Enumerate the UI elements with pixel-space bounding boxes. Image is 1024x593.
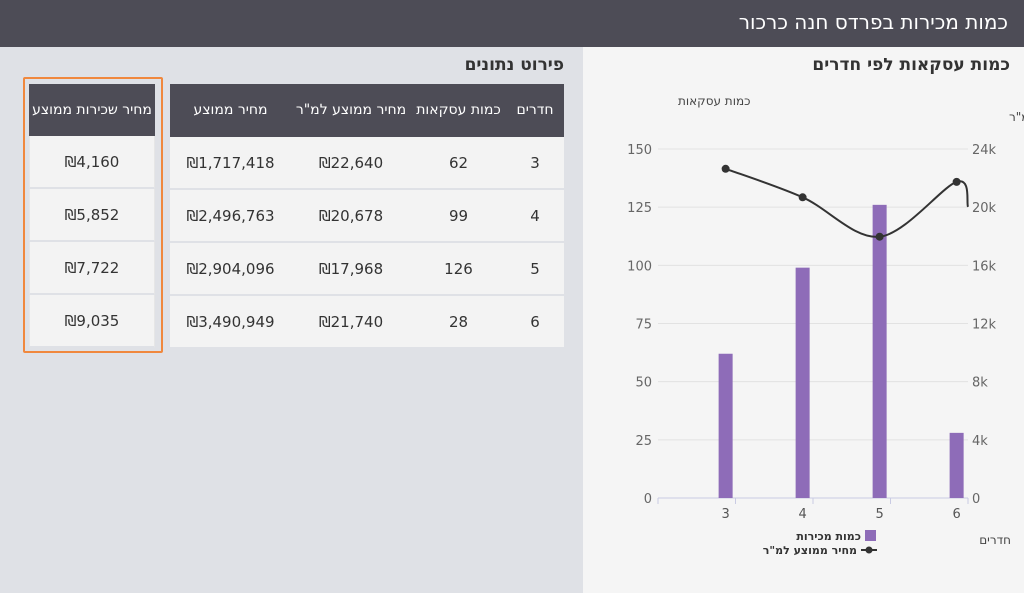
y-axis-left-title: כמות עסקאות <box>678 94 750 108</box>
y-tick-left: 150 <box>627 143 652 158</box>
y-tick-left: 0 <box>644 492 652 507</box>
y-tick-right: 20k <box>972 201 997 216</box>
y-tick-left: 50 <box>635 376 652 391</box>
y-tick-right: 4k <box>972 434 988 449</box>
x-tick-label: 6 <box>952 507 960 522</box>
y-tick-right: 8k <box>972 376 988 391</box>
table-section-title: פירוט נתונים <box>464 55 564 75</box>
cell-deals-count: 126 <box>411 243 506 296</box>
y-tick-left: 125 <box>627 201 652 216</box>
rent-row: ₪4,160 <box>29 136 155 189</box>
x-tick-label: 4 <box>798 507 806 522</box>
header-avg-price: מחיר ממוצע <box>170 84 291 137</box>
y-tick-right: 0 <box>972 492 980 507</box>
table-row: 3 62 ₪22,640 ₪1,717,418 <box>170 137 564 190</box>
chart-panel: כמות עסקאות לפי חדרים 0 0 25 4k 50 8k 75 12k 100… <box>583 47 1024 593</box>
data-table: חדרים כמות עסקאות מחיר ממוצע למ"ר מחיר מ… <box>170 84 564 349</box>
legend-swatch-bars <box>865 530 876 541</box>
x-axis-title: חדרים <box>979 533 1011 547</box>
table-header-row: חדרים כמות עסקאות מחיר ממוצע למ"ר מחיר מ… <box>170 84 564 137</box>
combo-chart: 0 0 25 4k 50 8k 75 12k 100 16k 125 20k 150 24k 3 4 5 6 כמו… <box>627 94 1024 557</box>
cell-avg-rent: ₪9,035 <box>29 295 155 348</box>
table-row: 6 28 ₪21,740 ₪3,490,949 <box>170 296 564 349</box>
chart-section-title: כמות עסקאות לפי חדרים <box>812 55 1010 75</box>
rent-header-row: מחיר שכירות ממוצע <box>29 84 155 136</box>
rent-row: ₪9,035 <box>29 295 155 348</box>
cell-avg-price: ₪2,904,096 <box>170 243 291 296</box>
rent-highlight-box <box>23 77 163 353</box>
cell-avg-price: ₪3,490,949 <box>170 296 291 349</box>
rent-row: ₪5,852 <box>29 189 155 242</box>
cell-rooms: 3 <box>506 137 564 190</box>
table-row: 5 126 ₪17,968 ₪2,904,096 <box>170 243 564 296</box>
y-axis-right-title: מחיר ממוצע למ"ר <box>1009 110 1024 124</box>
legend-label-bars: כמות מכירות <box>796 530 861 543</box>
bar <box>872 204 887 498</box>
y-tick-right: 12k <box>972 318 997 333</box>
header-avg-rent: מחיר שכירות ממוצע <box>29 84 155 136</box>
legend-label-line: מחיר ממוצע למ"ר <box>763 544 857 557</box>
header-deals-count: כמות עסקאות <box>411 84 506 137</box>
header-rooms: חדרים <box>506 84 564 137</box>
x-tick-label: 5 <box>875 507 883 522</box>
cell-avg-price-sqm: ₪20,678 <box>291 190 411 243</box>
cell-avg-rent: ₪4,160 <box>29 136 155 189</box>
cell-avg-price-sqm: ₪21,740 <box>291 296 411 349</box>
cell-deals-count: 99 <box>411 190 506 243</box>
bar <box>795 267 810 498</box>
y-tick-left: 25 <box>635 434 652 449</box>
cell-avg-price-sqm: ₪17,968 <box>291 243 411 296</box>
y-tick-right: 24k <box>972 143 997 158</box>
legend-swatch-point <box>865 546 873 554</box>
cell-rooms: 6 <box>506 296 564 349</box>
table-row: 4 99 ₪20,678 ₪2,496,763 <box>170 190 564 243</box>
cell-avg-rent: ₪7,722 <box>29 242 155 295</box>
cell-deals-count: 28 <box>411 296 506 349</box>
rent-row: ₪7,722 <box>29 242 155 295</box>
bar <box>949 432 964 498</box>
price-line <box>725 167 969 238</box>
bar <box>718 353 733 498</box>
header-bar: כמות מכירות בפרדס חנה כרכור <box>0 0 1024 47</box>
cell-avg-price-sqm: ₪22,640 <box>291 137 411 190</box>
x-tick-label: 3 <box>721 507 729 522</box>
cell-avg-price: ₪2,496,763 <box>170 190 291 243</box>
page-title: כמות מכירות בפרדס חנה כרכור <box>738 10 1008 34</box>
cell-rooms: 5 <box>506 243 564 296</box>
line-point <box>721 164 730 173</box>
y-tick-left: 100 <box>627 259 652 274</box>
line-point <box>875 232 884 241</box>
cell-rooms: 4 <box>506 190 564 243</box>
cell-deals-count: 62 <box>411 137 506 190</box>
cell-avg-rent: ₪5,852 <box>29 189 155 242</box>
cell-avg-price: ₪1,717,418 <box>170 137 291 190</box>
rent-table: מחיר שכירות ממוצע ₪4,160 ₪5,852 ₪7,722 ₪… <box>29 84 155 348</box>
line-point <box>798 193 807 202</box>
y-tick-left: 75 <box>635 318 652 333</box>
y-tick-right: 16k <box>972 259 997 274</box>
header-avg-price-sqm: מחיר ממוצע למ"ר <box>291 84 411 137</box>
line-point <box>952 177 961 186</box>
